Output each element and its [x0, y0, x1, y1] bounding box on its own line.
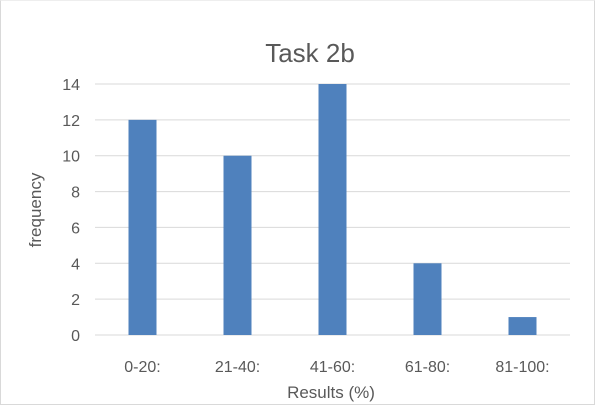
- bar: [223, 155, 252, 335]
- x-axis-label: Results (%): [287, 383, 375, 402]
- y-tick-label: 2: [71, 292, 80, 309]
- y-tick-label: 14: [62, 77, 80, 94]
- y-tick-label: 6: [71, 220, 80, 237]
- x-tick-label: 41-60:: [310, 359, 355, 376]
- x-tick-label: 61-80:: [405, 359, 450, 376]
- bar: [508, 317, 537, 335]
- bar: [413, 263, 442, 335]
- x-tick-label: 0-20:: [124, 359, 160, 376]
- x-tick-labels: 0-20: 21-40: 41-60: 61-80: 81-100:: [124, 359, 549, 376]
- chart-title: Task 2b: [265, 38, 355, 68]
- y-tick-label: 0: [71, 328, 80, 345]
- y-tick-label: 4: [71, 256, 80, 273]
- x-tick-label: 81-100:: [495, 359, 549, 376]
- y-tick-label: 10: [62, 149, 80, 166]
- y-tick-label: 8: [71, 185, 80, 202]
- bars: [128, 84, 537, 335]
- y-axis-label: frequency: [26, 172, 45, 247]
- y-tick-labels: 0 2 4 6 8 10 12 14: [62, 77, 80, 345]
- y-tick-label: 12: [62, 113, 80, 130]
- bar: [128, 119, 157, 335]
- x-tick-label: 21-40:: [215, 359, 260, 376]
- bar: [318, 84, 347, 335]
